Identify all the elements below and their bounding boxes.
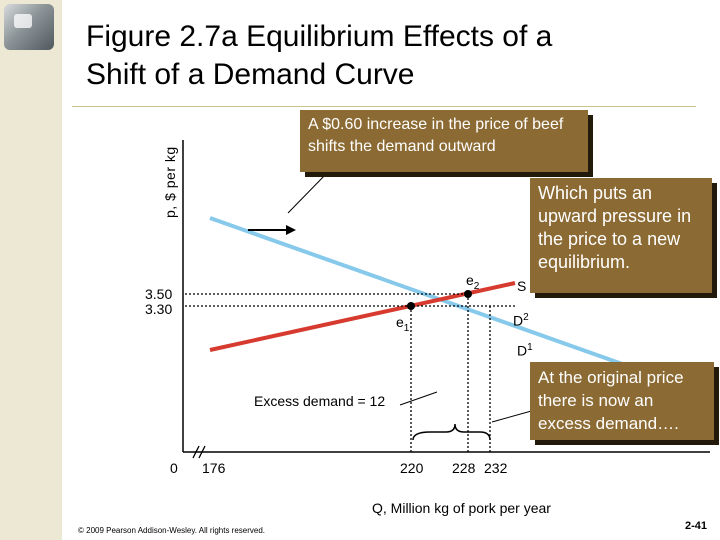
x-tick-0: 0 — [170, 460, 178, 476]
glass-cube-icon — [4, 4, 54, 50]
x-tick-176: 176 — [202, 460, 226, 476]
callout-pointer — [287, 171, 329, 214]
slide-title: Figure 2.7a Equilibrium Effects of a Shi… — [86, 18, 706, 94]
x-tick-232: 232 — [484, 460, 508, 476]
title-line-2: Shift of a Demand Curve — [86, 58, 415, 91]
copyright-notice: © 2009 Pearson Addison-Wesley. All right… — [78, 526, 266, 535]
e1-label: e1 — [396, 314, 410, 334]
demand-curve-d2 — [209, 216, 691, 390]
page-number: 2-41 — [685, 520, 708, 532]
title-divider — [72, 106, 696, 107]
x-tick-220: 220 — [400, 460, 424, 476]
demand1-label: D1 — [517, 342, 533, 359]
callout-upward-pressure: Which puts an upward pressure in the pri… — [530, 178, 712, 293]
callout-demand-shift: A $0.60 increase in the price of beef sh… — [300, 110, 588, 172]
x-axis-label: Q, Million kg of pork per year — [372, 500, 551, 516]
y-tick-330: 3.30 — [145, 301, 173, 317]
excess-demand-brace — [412, 423, 491, 441]
callout-pointer — [491, 409, 536, 423]
decorative-sidebar — [0, 0, 62, 540]
supply-label: S — [517, 278, 527, 294]
equilibrium-point-e2 — [464, 290, 472, 298]
excess-demand-label: Excess demand = 12 — [254, 393, 386, 409]
shift-arrow-head — [286, 225, 296, 235]
y-tick-350: 3.50 — [145, 286, 173, 302]
callout-excess-demand: At the original price there is now an ex… — [530, 362, 714, 440]
equilibrium-point-e1 — [407, 302, 415, 310]
axis-break-mark — [192, 445, 200, 459]
y-axis-label: p, $ per kg — [162, 146, 178, 218]
demand2-label: D2 — [513, 312, 529, 329]
e2-label: e2 — [466, 272, 480, 292]
callout-pointer — [399, 391, 438, 406]
title-line-1: Figure 2.7a Equilibrium Effects of a — [86, 20, 553, 53]
axis-break-mark — [198, 445, 206, 459]
x-tick-228: 228 — [452, 460, 476, 476]
